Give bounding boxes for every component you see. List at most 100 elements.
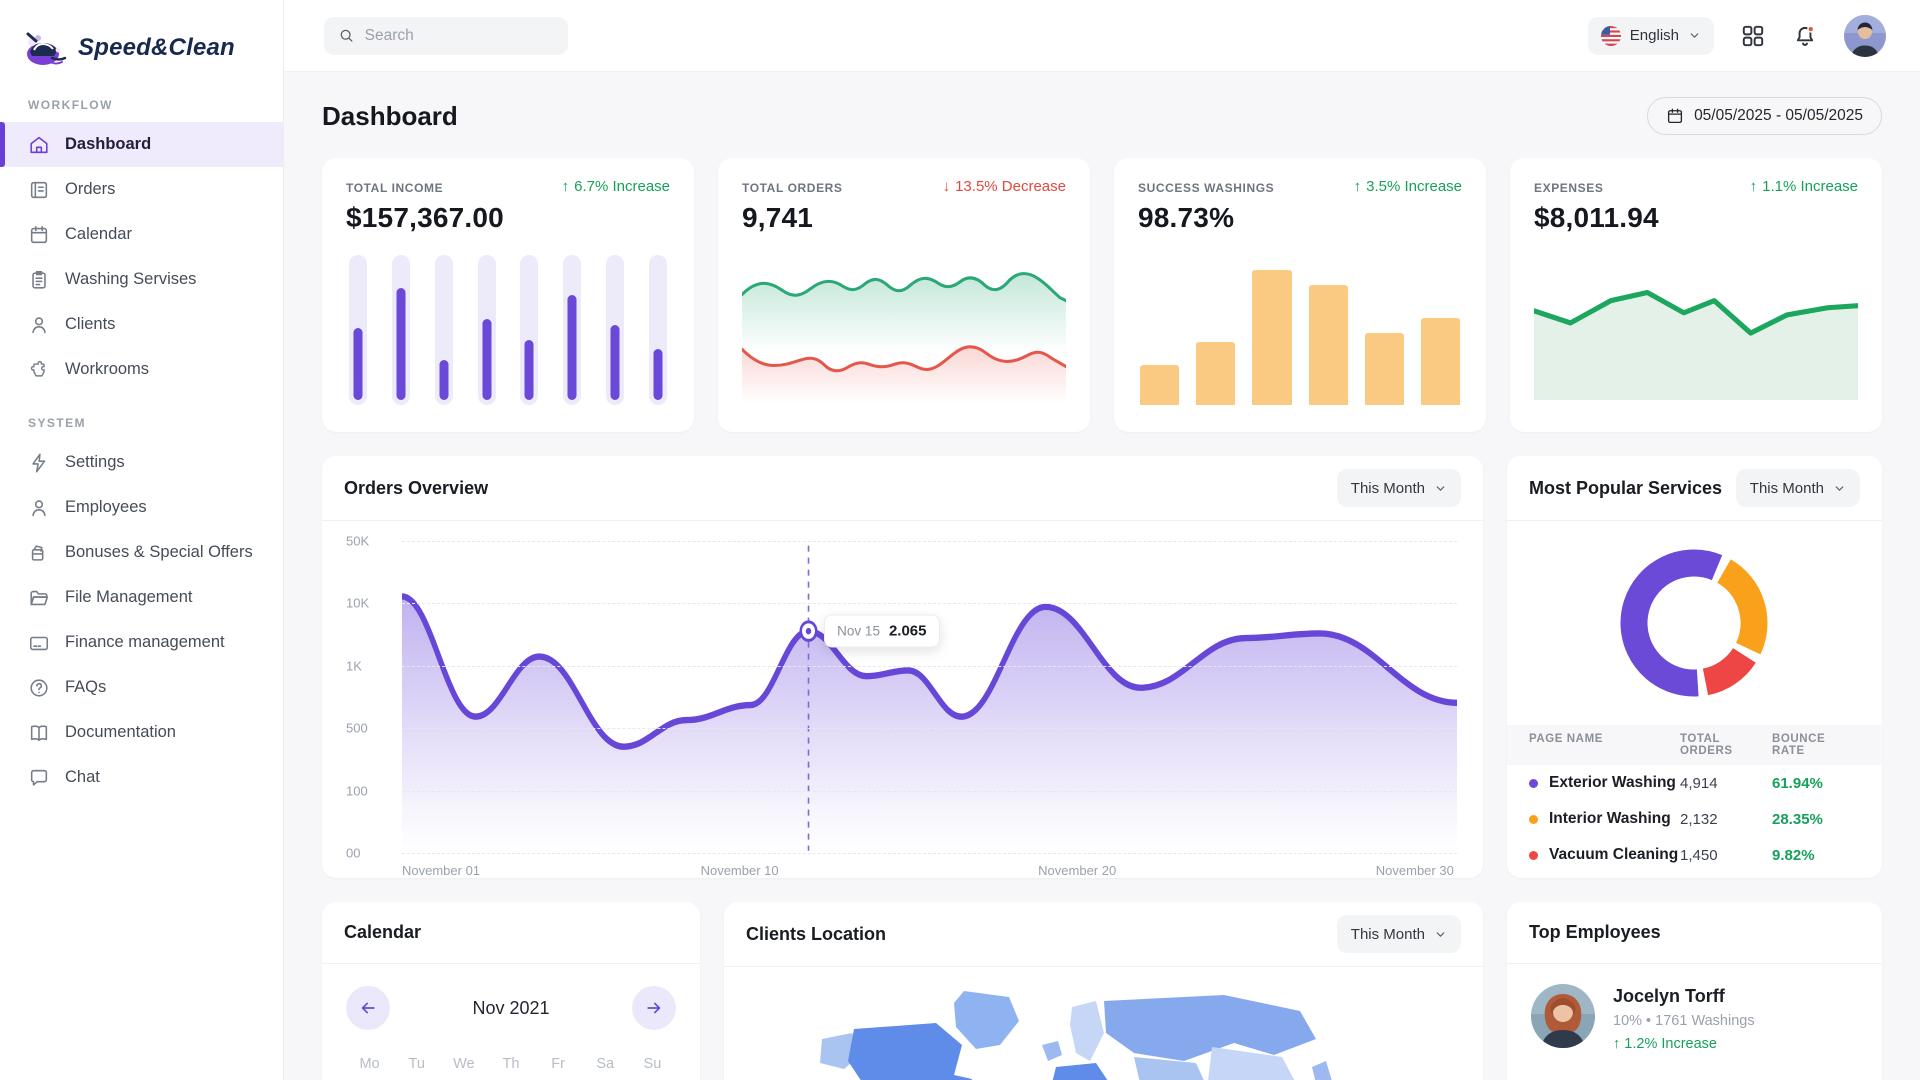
- popular-services-panel: Most Popular Services This Month PAGE NA…: [1507, 456, 1882, 878]
- sidebar-section-workflow: WORKFLOW: [28, 98, 113, 112]
- service-rate: 28.35%: [1772, 810, 1823, 828]
- employee-avatar: [1531, 984, 1595, 1048]
- clients-location-filter[interactable]: This Month: [1336, 915, 1461, 953]
- y-axis-tick: 10K: [346, 595, 370, 611]
- sidebar-item-workrooms[interactable]: Workrooms: [0, 347, 283, 392]
- date-range-label: 05/05/2025 - 05/05/2025: [1694, 107, 1863, 124]
- gift-icon: [28, 542, 50, 564]
- chevron-down-icon: [1835, 485, 1844, 491]
- arrow-left-icon: [361, 1002, 375, 1014]
- language-selector[interactable]: English: [1587, 16, 1714, 55]
- sidebar-item-label: Calendar: [65, 225, 132, 243]
- sidebar-item-label: Orders: [65, 180, 116, 198]
- calendar-month-label: Nov 2021: [472, 997, 550, 1018]
- stat-label: SUCCESS WASHINGS: [1138, 181, 1275, 195]
- book-icon: [28, 722, 50, 744]
- person-icon: [28, 314, 50, 336]
- success-washings-chart: [1138, 255, 1462, 405]
- calendar-next-button[interactable]: [632, 986, 676, 1030]
- sidebar-item-washing-servises[interactable]: Washing Servises: [0, 257, 283, 302]
- popular-services-title: Most Popular Services: [1529, 477, 1723, 498]
- column-total-orders: TOTAL ORDERS: [1680, 733, 1733, 757]
- sidebar-item-settings[interactable]: Settings: [0, 440, 283, 485]
- services-table-header: PAGE NAME TOTAL ORDERS BOUNCE RATE: [1507, 725, 1882, 765]
- weekday-label: Th: [502, 1056, 520, 1072]
- search-box[interactable]: [324, 16, 568, 55]
- sidebar-item-label: Chat: [65, 768, 100, 786]
- search-input[interactable]: [364, 26, 554, 45]
- sidebar-item-calendar[interactable]: Calendar: [0, 212, 283, 257]
- total-orders-chart: [742, 272, 1066, 404]
- service-row: Exterior Washing 4,914 61.94%: [1507, 765, 1882, 801]
- calendar-title: Calendar: [344, 922, 422, 942]
- sidebar-section-system: SYSTEM: [28, 416, 86, 430]
- orders-overview-chart: Nov 15 2.065 50K 10K 1K 500 100 00: [346, 534, 1457, 861]
- arrow-up-icon: ↑: [1353, 178, 1362, 195]
- sidebar-item-clients[interactable]: Clients: [0, 302, 283, 347]
- service-orders: 1,450: [1680, 846, 1718, 864]
- employee-row: Jocelyn Torff 10% • 1761 Washings ↑ 1.2%…: [1507, 964, 1882, 1066]
- filter-label: This Month: [1350, 479, 1425, 497]
- clients-location-title: Clients Location: [746, 923, 887, 944]
- services-donut-chart: [1620, 549, 1768, 697]
- us-flag-icon: [1600, 25, 1621, 46]
- stat-value: $8,011.94: [1534, 202, 1659, 233]
- service-row: Interior Washing 2,132 28.35%: [1507, 801, 1882, 837]
- sidebar-item-finance-management[interactable]: Finance management: [0, 620, 283, 665]
- chevron-down-icon: [1690, 33, 1699, 38]
- calendar-icon: [1668, 108, 1683, 124]
- x-axis-tick: November 20: [1038, 863, 1117, 878]
- service-color-dot: [1529, 850, 1538, 860]
- sidebar-item-label: Finance management: [65, 633, 225, 651]
- sidebar-item-bonuses[interactable]: Bonuses & Special Offers: [0, 530, 283, 575]
- y-axis-tick: 00: [346, 845, 361, 861]
- sidebar-item-orders[interactable]: Orders: [0, 167, 283, 212]
- sidebar-item-dashboard[interactable]: Dashboard: [0, 122, 283, 167]
- stat-label: EXPENSES: [1534, 181, 1604, 195]
- tooltip-value: 2.065: [888, 622, 927, 640]
- employee-stats: 10% • 1761 Washings: [1613, 1013, 1755, 1029]
- top-employees-panel: Top Employees Jocelyn Torff 10% • 1761 W…: [1507, 902, 1882, 1080]
- brand-logo: Speed&Clean: [0, 22, 283, 74]
- sidebar-item-documentation[interactable]: Documentation: [0, 710, 283, 755]
- tooltip-date: Nov 15: [837, 623, 880, 639]
- orders-overview-panel: Orders Overview This Month: [322, 456, 1483, 878]
- popular-services-filter[interactable]: This Month: [1735, 469, 1860, 507]
- service-orders: 4,914: [1680, 774, 1718, 792]
- user-avatar[interactable]: [1844, 14, 1886, 57]
- sidebar-item-label: Settings: [65, 453, 125, 471]
- orders-overview-filter[interactable]: This Month: [1336, 469, 1461, 507]
- search-icon: [340, 29, 353, 42]
- stat-delta: 1.1% Increase: [1762, 178, 1858, 195]
- sidebar-item-employees[interactable]: Employees: [0, 485, 283, 530]
- sidebar-item-label: Employees: [65, 498, 147, 516]
- stat-label: TOTAL ORDERS: [742, 181, 843, 195]
- service-rate: 9.82%: [1772, 846, 1815, 864]
- carwash-logo-icon: [26, 32, 67, 65]
- top-employees-title: Top Employees: [1529, 922, 1661, 942]
- employee-name: Jocelyn Torff: [1613, 986, 1725, 1006]
- folder-icon: [28, 587, 50, 609]
- stat-value: 9,741: [742, 202, 814, 233]
- sidebar-item-label: Bonuses & Special Offers: [65, 543, 253, 561]
- sidebar-item-label: Washing Servises: [65, 270, 197, 288]
- date-range-picker[interactable]: 05/05/2025 - 05/05/2025: [1647, 97, 1882, 135]
- bell-icon: [1796, 24, 1815, 46]
- calendar-weekdays: Mo Tu We Th Fr Sa Su: [346, 1056, 676, 1072]
- apps-grid-button[interactable]: [1740, 23, 1766, 49]
- notifications-button[interactable]: [1792, 23, 1818, 49]
- credit-card-icon: [28, 632, 50, 654]
- puzzle-icon: [28, 359, 50, 381]
- y-axis-tick: 100: [346, 783, 368, 799]
- x-axis-tick: November 01: [402, 863, 481, 878]
- arrow-down-icon: ↓: [942, 178, 951, 195]
- calendar-prev-button[interactable]: [346, 986, 390, 1030]
- home-icon: [28, 134, 50, 156]
- sidebar-item-file-management[interactable]: File Management: [0, 575, 283, 620]
- stat-card-total-income: TOTAL INCOME ↑ 6.7% Increase $157,367.00: [322, 158, 694, 432]
- chat-bubble-icon: [28, 767, 50, 789]
- sidebar-item-faqs[interactable]: FAQs: [0, 665, 283, 710]
- arrow-right-icon: [647, 1002, 661, 1014]
- stat-card-expenses: EXPENSES ↑ 1.1% Increase $8,011.94: [1510, 158, 1882, 432]
- sidebar-item-chat[interactable]: Chat: [0, 755, 283, 800]
